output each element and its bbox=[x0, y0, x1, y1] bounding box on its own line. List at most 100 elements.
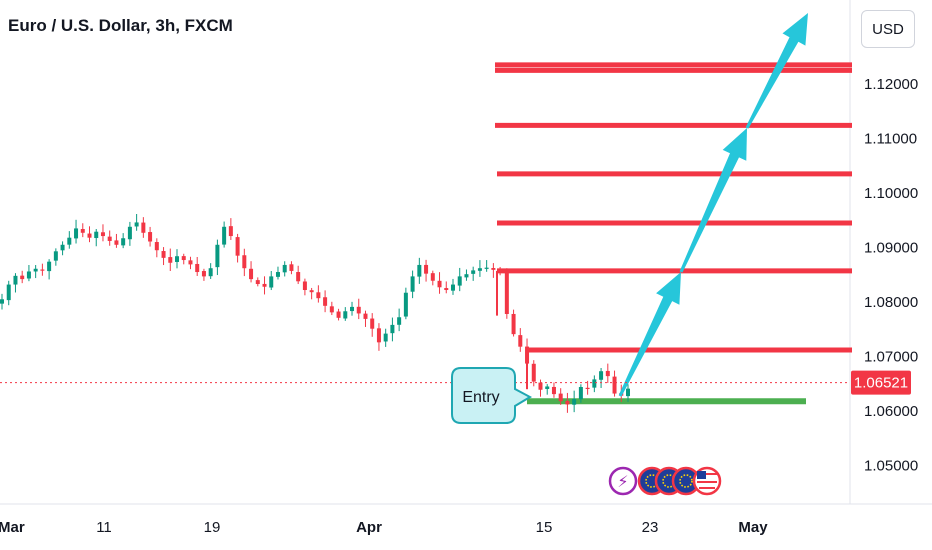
candle-body bbox=[262, 283, 267, 287]
candle-body bbox=[464, 274, 469, 278]
candle-body bbox=[592, 379, 597, 388]
time-tick-label: 19 bbox=[204, 519, 221, 536]
candle-body bbox=[572, 399, 577, 405]
candle-body bbox=[53, 251, 58, 261]
candle-body bbox=[309, 290, 314, 293]
candle-body bbox=[578, 387, 583, 400]
candle-body bbox=[74, 228, 79, 239]
candle-body bbox=[47, 261, 52, 272]
price-tick-label: 1.05000 bbox=[864, 458, 918, 475]
candle-body bbox=[40, 269, 45, 271]
candle-body bbox=[60, 244, 65, 251]
candle-body bbox=[538, 382, 543, 390]
candle-body bbox=[269, 276, 274, 288]
lightning-event-icon[interactable] bbox=[608, 466, 638, 496]
candle-body bbox=[249, 268, 254, 280]
candle-body bbox=[282, 264, 287, 273]
candle-body bbox=[275, 272, 280, 277]
candle-body bbox=[168, 257, 173, 263]
candle-body bbox=[181, 256, 186, 261]
candle-body bbox=[148, 232, 153, 242]
price-axis[interactable]: 1.12000 1.11000 1.10000 1.09000 1.08000 1.070… bbox=[864, 76, 918, 475]
candle-body bbox=[437, 280, 442, 288]
candle-body bbox=[551, 386, 556, 395]
candle-body bbox=[410, 276, 415, 292]
target-levels bbox=[495, 62, 852, 405]
candle-body bbox=[13, 275, 18, 285]
candle-body bbox=[208, 268, 213, 277]
candle-body bbox=[296, 272, 301, 282]
candle-body bbox=[134, 222, 139, 227]
candle-body bbox=[316, 292, 321, 299]
candle-body bbox=[531, 363, 536, 382]
price-tick-label: 1.09000 bbox=[864, 240, 918, 257]
candle-body bbox=[599, 371, 604, 380]
candle-body bbox=[430, 273, 435, 281]
current-price-badge: 1.06521 bbox=[851, 370, 911, 395]
time-tick-label: May bbox=[738, 519, 768, 536]
candle-body bbox=[350, 306, 355, 312]
candle-body bbox=[471, 270, 476, 274]
candle-body bbox=[33, 268, 38, 272]
price-tick-label: 1.06000 bbox=[864, 403, 918, 420]
candle-body bbox=[26, 271, 31, 279]
candle-body bbox=[605, 370, 610, 377]
candle-body bbox=[343, 311, 348, 319]
chart-title: Euro / U.S. Dollar, 3h, FXCM bbox=[8, 16, 233, 35]
candle-body bbox=[545, 386, 550, 389]
candle-body bbox=[255, 280, 260, 285]
price-tick-label: 1.12000 bbox=[864, 76, 918, 93]
trend-arrow-icon bbox=[679, 128, 747, 273]
candle-body bbox=[383, 333, 388, 342]
candle-body bbox=[558, 393, 563, 402]
price-tick-label: 1.11000 bbox=[864, 131, 917, 148]
candle-body bbox=[114, 240, 119, 245]
price-tick-label: 1.10000 bbox=[864, 185, 918, 202]
time-axis[interactable]: Mar 11 19 Apr 15 23 May bbox=[0, 519, 768, 536]
candle-body bbox=[376, 328, 381, 343]
currency-button[interactable]: USD bbox=[861, 10, 915, 48]
candle-body bbox=[6, 284, 11, 301]
candle-body bbox=[235, 237, 240, 256]
candle-body bbox=[403, 292, 408, 317]
candle-body bbox=[565, 400, 570, 405]
candle-body bbox=[612, 376, 617, 394]
event-icons[interactable]: ⚡ bbox=[608, 466, 722, 496]
trend-arrows bbox=[618, 13, 808, 397]
candle-body bbox=[20, 275, 25, 280]
time-tick-label: 23 bbox=[642, 519, 659, 536]
candle-body bbox=[0, 299, 4, 304]
candle-body bbox=[188, 260, 193, 265]
candle-body bbox=[127, 226, 132, 240]
candle-body bbox=[195, 263, 200, 273]
candle-body bbox=[585, 387, 590, 390]
candle-body bbox=[336, 311, 341, 318]
current-price-label: 1.06521 bbox=[854, 375, 908, 392]
candle-body bbox=[141, 222, 146, 233]
candle-body bbox=[417, 264, 422, 277]
candle-body bbox=[450, 284, 455, 291]
eu-stars-icon bbox=[679, 474, 693, 488]
candle-body bbox=[323, 297, 328, 306]
time-tick-label: 15 bbox=[536, 519, 553, 536]
candle-body bbox=[175, 256, 180, 262]
candle-body bbox=[87, 233, 92, 238]
candle-body bbox=[626, 388, 630, 397]
candle-body bbox=[457, 276, 462, 286]
candle-body bbox=[498, 269, 503, 273]
trend-arrow-icon bbox=[745, 13, 808, 129]
price-tick-label: 1.07000 bbox=[864, 349, 918, 366]
candle-body bbox=[161, 251, 166, 258]
trend-arrow-icon bbox=[618, 272, 681, 397]
candle-body bbox=[363, 313, 368, 319]
candle-body bbox=[518, 335, 523, 347]
candle-body bbox=[484, 267, 489, 269]
candle-body bbox=[100, 232, 105, 237]
candle-body bbox=[444, 288, 449, 291]
candle-body bbox=[491, 268, 496, 270]
candle-body bbox=[397, 317, 402, 325]
candle-body bbox=[67, 237, 72, 245]
lightning-symbol-icon: ⚡ bbox=[617, 474, 628, 491]
time-tick-label: Apr bbox=[356, 519, 382, 536]
